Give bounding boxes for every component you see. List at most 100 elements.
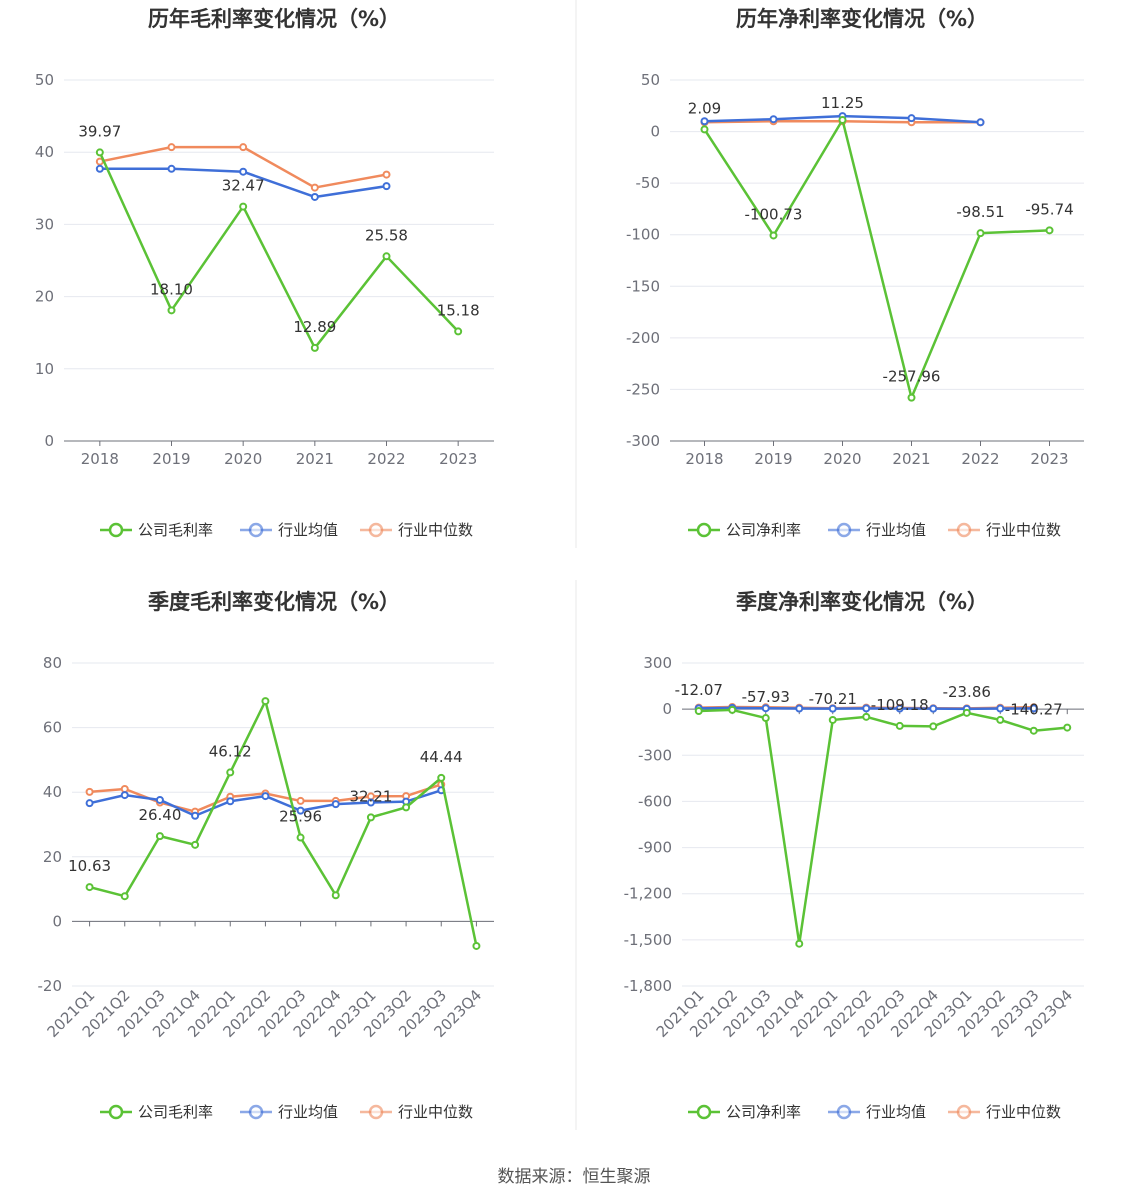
data-point-company (331, 891, 340, 900)
legend-item-median[interactable]: 行业中位数 (948, 1103, 1061, 1121)
legend-item-company[interactable]: 公司净利率 (688, 1103, 801, 1121)
data-point-company (95, 148, 104, 157)
data-point-avg (996, 704, 1005, 713)
data-point-avg (167, 164, 176, 173)
series-line-company (98, 151, 460, 350)
data-point-avg (700, 117, 709, 126)
legend-label: 公司毛利率 (138, 1103, 213, 1121)
legend-item-company[interactable]: 公司净利率 (688, 521, 801, 539)
y-tick-label: 50 (641, 71, 660, 89)
data-point-company (976, 229, 985, 238)
data-point-company (795, 939, 804, 948)
data-point-avg (85, 799, 94, 808)
data-label: 12.89 (293, 318, 336, 336)
legend-label: 行业均值 (278, 1103, 338, 1121)
legend-item-company[interactable]: 公司毛利率 (100, 521, 213, 539)
data-label: -23.86 (943, 683, 991, 701)
data-point-median (310, 183, 319, 192)
data-point-company (761, 714, 770, 723)
series-line-company (89, 699, 478, 947)
data-point-company (838, 115, 847, 124)
data-point-avg (761, 704, 770, 713)
y-tick-label: -900 (638, 839, 672, 857)
y-tick-label: 0 (52, 912, 62, 930)
legend-marker (248, 1104, 264, 1120)
legend-marker (956, 522, 972, 538)
legend-label: 行业中位数 (398, 1103, 473, 1121)
data-point-company (700, 125, 709, 134)
data-point-avg (310, 192, 319, 201)
data-point-avg (895, 704, 904, 713)
data-point-company (167, 306, 176, 315)
x-tick-label: 2022 (961, 450, 999, 468)
data-point-avg (929, 704, 938, 713)
data-point-company (437, 773, 446, 782)
y-tick-label: 50 (35, 71, 54, 89)
data-point-company (239, 202, 248, 211)
data-point-avg (366, 798, 375, 807)
series-line-company (703, 118, 1050, 399)
y-tick-label: 0 (44, 432, 54, 450)
legend-marker (368, 522, 384, 538)
data-label: 39.97 (78, 122, 121, 140)
quarterly-gross-margin-chart: 季度毛利率变化情况（%）-200204060802021Q12021Q22021… (38, 590, 494, 1121)
legend-item-avg[interactable]: 行业均值 (240, 1103, 338, 1121)
legend-label: 行业中位数 (398, 521, 473, 539)
data-point-median (382, 170, 391, 179)
y-tick-label: 20 (35, 288, 54, 306)
data-point-company (366, 813, 375, 822)
y-tick-label: -600 (638, 792, 672, 810)
data-point-avg (382, 182, 391, 191)
data-label: 26.40 (138, 806, 181, 824)
y-tick-label: -150 (626, 277, 660, 295)
chart-title: 季度毛利率变化情况（%） (148, 590, 400, 614)
data-point-avg (331, 800, 340, 809)
legend-item-avg[interactable]: 行业均值 (240, 521, 338, 539)
x-tick-label: 2021 (296, 450, 334, 468)
y-tick-label: 0 (650, 123, 660, 141)
y-tick-label: -250 (626, 380, 660, 398)
data-point-avg (155, 795, 164, 804)
legend-item-median[interactable]: 行业中位数 (360, 521, 473, 539)
data-point-company (996, 715, 1005, 724)
legend-item-median[interactable]: 行业中位数 (948, 521, 1061, 539)
y-tick-label: 60 (43, 719, 62, 737)
x-tick-label: 2021 (892, 450, 930, 468)
data-label: 18.10 (150, 280, 193, 298)
data-point-avg (95, 164, 104, 173)
data-label: 25.96 (279, 808, 322, 826)
legend-item-median[interactable]: 行业中位数 (360, 1103, 473, 1121)
legend-marker (836, 522, 852, 538)
data-point-company (382, 252, 391, 261)
legend-label: 行业中位数 (986, 521, 1061, 539)
data-label: 10.63 (68, 857, 111, 875)
legend-item-avg[interactable]: 行业均值 (828, 1103, 926, 1121)
legend-marker (108, 522, 124, 538)
y-tick-label: 40 (35, 143, 54, 161)
data-label: -12.07 (675, 681, 723, 699)
data-source-note: 数据来源：恒生聚源 (497, 1167, 651, 1187)
legend-marker (248, 522, 264, 538)
legend-label: 公司净利率 (726, 1103, 801, 1121)
data-point-company (929, 722, 938, 731)
data-point-company (862, 712, 871, 721)
legend-item-avg[interactable]: 行业均值 (828, 521, 926, 539)
y-tick-label: 80 (43, 654, 62, 672)
annual-gross-margin-chart: 历年毛利率变化情况（%） 0 10 20 30 40 50 2018 2019 2020 2021 2… (35, 7, 494, 539)
legend-item-company[interactable]: 公司毛利率 (100, 1103, 213, 1121)
y-tick-label: 30 (35, 215, 54, 233)
chart-title: 季度净利率变化情况（%） (736, 590, 988, 614)
data-label: -257.96 (883, 368, 941, 386)
y-tick-label: -1,800 (624, 977, 672, 995)
y-tick-label: -200 (626, 329, 660, 347)
data-point-avg (1029, 704, 1038, 713)
data-point-company (310, 343, 319, 352)
y-tick-label: -100 (626, 226, 660, 244)
data-point-company (472, 941, 481, 950)
y-tick-label: -1,500 (624, 931, 672, 949)
data-label: -109.18 (871, 696, 929, 714)
data-label: 11.25 (821, 94, 864, 112)
series-line-company (698, 708, 1068, 945)
data-point-company (907, 393, 916, 402)
